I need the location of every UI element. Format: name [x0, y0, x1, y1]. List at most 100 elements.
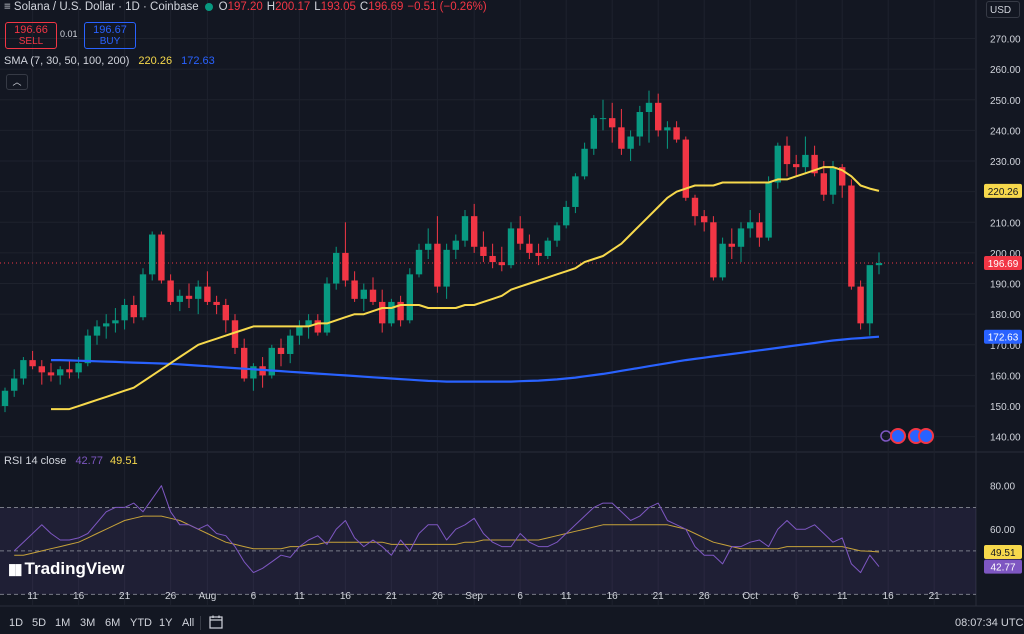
price-tick-label: 140.00 [990, 433, 1021, 444]
candles [1, 90, 883, 413]
market-open-icon [204, 2, 213, 11]
price-label: 220.26 [988, 187, 1019, 198]
candle-body [829, 167, 837, 195]
candle-body [535, 252, 542, 256]
price-tick-label: 190.00 [990, 280, 1021, 291]
candle-body [20, 360, 27, 379]
candle-body [719, 243, 726, 278]
time-tick-label: 26 [699, 591, 711, 602]
currency-select[interactable]: USD [986, 1, 1020, 18]
timeframe-6m[interactable]: 6M [105, 617, 121, 629]
candle-body [774, 145, 781, 183]
price-tick-label: 180.00 [990, 310, 1021, 321]
sma-slow-line [51, 335, 880, 383]
candle-body [747, 222, 754, 229]
candle-body [38, 366, 45, 373]
rsi-value-label: 49.51 [990, 548, 1015, 559]
candle-body [572, 176, 579, 207]
candle-body [443, 249, 450, 287]
us-flag-icon[interactable] [890, 428, 906, 444]
candle-body [84, 335, 91, 364]
candle-body [728, 243, 735, 247]
candle-body [342, 252, 349, 281]
buy-label: BUY [99, 36, 121, 47]
candle-body [756, 222, 763, 238]
candle-body [241, 347, 248, 379]
brand-name: TradingView [24, 559, 125, 578]
symbol-title: Solana / U.S. Dollar · 1D · Coinbase [13, 1, 199, 13]
us-flag-icon[interactable] [918, 428, 934, 444]
candle-body [406, 274, 413, 321]
ohlc-key: L [314, 1, 321, 13]
candle-body [93, 326, 101, 336]
event-flags[interactable] [880, 428, 934, 444]
candle-body [517, 228, 524, 244]
event-marker-icon[interactable] [880, 430, 892, 442]
candle-body [590, 118, 597, 149]
candle-body [866, 265, 873, 324]
calendar-icon[interactable] [209, 615, 223, 629]
buy-button[interactable]: 196.67 BUY [84, 22, 136, 49]
timeframe-ytd[interactable]: YTD [130, 617, 152, 629]
timeframe-3m[interactable]: 3M [80, 617, 96, 629]
timeframe-all[interactable]: All [182, 617, 195, 629]
timeframe-1y[interactable]: 1Y [159, 617, 173, 629]
sma-legend[interactable]: SMA (7, 30, 50, 100, 200) 220.26 172.63 [4, 55, 215, 67]
candle-body [857, 286, 864, 324]
menu-icon[interactable]: ≡ [4, 1, 11, 13]
time-axis: 11 16 21 26 Aug 6 11 16 21 26 Sep 6 11 16 21 26 Oct 6 11 16… [27, 591, 940, 602]
collapse-legend-button[interactable]: ︿ [6, 74, 28, 90]
candle-body [287, 335, 294, 354]
candle-body [875, 263, 883, 266]
price-label: 172.63 [988, 333, 1019, 344]
candle-body [296, 326, 303, 336]
clock[interactable]: 08:07:34 UTC [955, 617, 1024, 629]
rsi-value-label-bg [984, 559, 1022, 574]
rsi-ma-line [14, 515, 880, 556]
timeframe-1d[interactable]: 1D [9, 617, 24, 629]
symbol-header[interactable]: ≡ Solana / U.S. Dollar · 1D · Coinbase O 1… [4, 1, 491, 13]
candle-body [277, 347, 285, 354]
candle-body [581, 148, 588, 177]
tradingview-logo[interactable]: ▮▮ TradingView [8, 559, 124, 579]
price-label-bg [984, 183, 1022, 198]
timeframe-1m[interactable]: 1M [55, 617, 71, 629]
time-tick-label: 6 [517, 591, 523, 602]
candle-body [645, 102, 653, 113]
ohlc-value: 200.17 [275, 1, 311, 13]
candle-body [121, 304, 128, 321]
time-tick-label: Oct [742, 591, 758, 602]
candle-body [103, 323, 110, 327]
time-tick-label: 11 [27, 591, 38, 602]
candle-body [388, 301, 395, 324]
time-tick-label: 21 [929, 591, 941, 602]
candle-body [139, 274, 147, 318]
candle-body [820, 173, 827, 195]
ohlc-value: 193.05 [320, 1, 356, 13]
candle-body [839, 167, 846, 186]
candle-body [11, 378, 18, 391]
candle-body [673, 127, 680, 140]
price-tick-label: 260.00 [990, 65, 1021, 76]
candle-body [811, 154, 818, 174]
candle-body [737, 228, 745, 247]
price-tick-label: 270.00 [990, 35, 1021, 46]
candle-body [314, 320, 321, 333]
time-tick-label: 21 [119, 591, 131, 602]
timeframe-5d[interactable]: 5D [32, 617, 47, 629]
ohlc-key: O [218, 1, 228, 13]
candle-body [599, 118, 607, 120]
candle-body [627, 136, 634, 149]
price-tick-label: 210.00 [990, 218, 1021, 229]
candle-body [323, 283, 331, 333]
candle-body [379, 301, 386, 324]
sell-button[interactable]: 196.66 SELL [5, 22, 57, 49]
candle-body [848, 185, 855, 287]
candle-body [158, 234, 165, 281]
time-tick-label: 16 [607, 591, 619, 602]
price-label-bg [984, 256, 1022, 271]
price-tick-label: 250.00 [990, 96, 1021, 107]
rsi-legend[interactable]: RSI 14 close 42.77 49.51 [4, 455, 138, 467]
price-tick-label: 230.00 [990, 157, 1021, 168]
